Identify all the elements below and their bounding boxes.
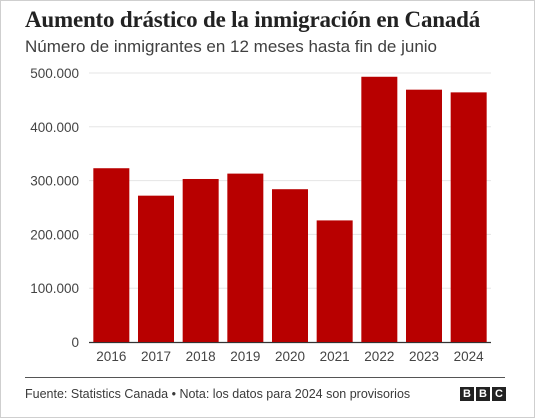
y-tick-label: 200.000 (30, 227, 79, 242)
x-tick-label: 2020 (275, 349, 305, 364)
bbc-logo-letter-2: B (476, 387, 490, 401)
bar-2020 (272, 189, 308, 342)
x-tick-label: 2024 (454, 349, 485, 364)
x-tick-label: 2023 (409, 349, 439, 364)
bar-2018 (182, 178, 219, 342)
x-axis-ticks: 2016 2017 2018 2019 2020 2021 2022 2023 2024 (96, 349, 484, 364)
bar-2017 (138, 195, 174, 342)
bbc-logo: B B C (460, 387, 506, 401)
bar-2021 (316, 220, 353, 342)
bar-2023 (406, 89, 442, 342)
bar-2019 (227, 173, 264, 342)
y-tick-label: 300.000 (30, 174, 79, 189)
bar-2016 (93, 168, 130, 342)
x-tick-label: 2019 (230, 349, 260, 364)
y-tick-label: 400.000 (30, 120, 79, 135)
bars (93, 76, 487, 343)
x-tick-label: 2022 (364, 349, 394, 364)
bar-2022 (361, 76, 398, 343)
bbc-logo-letter-3: C (492, 387, 506, 401)
y-tick-label: 500.000 (30, 66, 79, 81)
x-tick-label: 2017 (141, 349, 171, 364)
source-note: Fuente: Statistics Canada • Nota: los da… (25, 387, 411, 401)
chart-title: Aumento drástico de la inmigración en Ca… (25, 7, 481, 32)
y-tick-label: 0 (71, 335, 79, 350)
bar-2024 (450, 92, 487, 342)
bar-chart: 0 100.000 200.000 300.000 400.000 500.000 201… (30, 66, 491, 364)
y-tick-label: 100.000 (30, 281, 79, 296)
x-tick-label: 2016 (96, 349, 126, 364)
x-tick-label: 2021 (320, 349, 350, 364)
x-tick-label: 2018 (186, 349, 216, 364)
bbc-logo-letter-1: B (460, 387, 474, 401)
y-axis-ticks: 0 100.000 200.000 300.000 400.000 500.000 (30, 66, 79, 350)
chart-subtitle: Número de inmigrantes en 12 meses hasta … (25, 37, 438, 56)
footer-divider (25, 377, 505, 378)
